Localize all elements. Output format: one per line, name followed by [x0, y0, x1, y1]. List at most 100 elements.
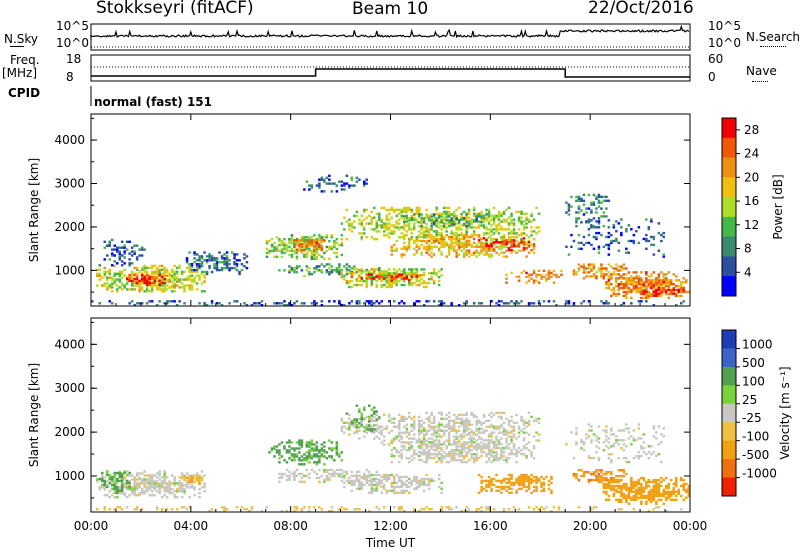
velocity-ytick-label-1: 2000 — [54, 425, 85, 439]
nave-tick-bottom: 0 — [708, 70, 716, 84]
velocity-echo-region-10 — [572, 469, 628, 486]
velocity-echo-region-11 — [602, 476, 690, 505]
power-echo-region-9 — [350, 273, 418, 282]
velocity-colorbar-label-0: 1000 — [742, 337, 773, 351]
freq-tick-top: 18 — [66, 52, 82, 66]
velocity-colorbar-label-6: -500 — [742, 448, 769, 462]
nsky-trace — [90, 24, 690, 40]
station-title: Stokkseyri (fitACF) — [96, 0, 254, 18]
power-ytick-label-1: 2000 — [54, 220, 85, 234]
date-label: 22/Oct/2016 — [588, 0, 694, 18]
velocity-echo-region-7 — [340, 411, 541, 446]
velocity-colorbar-segment-2 — [722, 366, 736, 386]
power-echo-region-20 — [565, 218, 665, 258]
power-colorbar-segment-2 — [722, 157, 736, 178]
xtick-label-3: 12:00 — [373, 519, 408, 533]
power-echo-region-14 — [303, 174, 368, 193]
velocity-colorbar-segment-7 — [722, 459, 736, 479]
power-colorbar-segment-3 — [722, 177, 736, 198]
power-colorbar-segment-8 — [722, 276, 736, 297]
velocity-echo-region-4 — [268, 439, 344, 466]
velocity-ytick-label-0: 1000 — [54, 469, 85, 483]
power-echo-region-4 — [98, 238, 146, 267]
velocity-colorbar-label-2: 100 — [742, 374, 765, 388]
velocity-colorbar-segment-3 — [722, 385, 736, 405]
velocity-colorbar-segment-0 — [722, 330, 736, 349]
nsearch-label: N.Search — [746, 30, 800, 44]
power-echo-region-6 — [293, 239, 326, 252]
power-colorbar-segment-4 — [722, 197, 736, 218]
nsky-label: N.Sky — [4, 32, 39, 46]
velocity-colorbar-label-5: -100 — [742, 430, 769, 444]
xtick-label-4: 16:00 — [473, 519, 508, 533]
power-colorbar-frame — [721, 117, 737, 297]
power-colorbar-segment-0 — [722, 118, 736, 139]
xtick-label-1: 04:00 — [174, 519, 209, 533]
power-echo-region-1 — [96, 264, 206, 293]
velocity-echo-region-9 — [477, 473, 553, 494]
power-colorbar-title: Power [dB] — [771, 174, 785, 239]
velocity-colorbar-title: Velocity [m s⁻¹] — [778, 366, 792, 459]
power-ytick-label-3: 4000 — [54, 133, 85, 147]
power-ytick-label-0: 1000 — [54, 263, 85, 277]
power-colorbar-segment-1 — [722, 137, 736, 159]
power-colorbar-segment-5 — [722, 216, 736, 238]
freq-label: Freq. — [10, 53, 40, 67]
power-colorbar-segment-6 — [722, 236, 736, 257]
velocity-echo-region-13 — [565, 423, 665, 464]
velocity-ytick-label-3: 4000 — [54, 337, 85, 351]
nave-label: Nave — [746, 64, 777, 78]
cpid-value: normal (fast) 151 — [94, 95, 212, 109]
beam-label: Beam 10 — [352, 0, 429, 19]
power-echo-region-3 — [185, 251, 249, 276]
velocity-colorbar-segment-1 — [722, 348, 736, 368]
xtick-label-6: 00:00 — [673, 519, 708, 533]
power-echo-region-12 — [477, 237, 536, 252]
power-echo-region-13 — [403, 213, 488, 228]
nave-line-key — [752, 81, 768, 82]
power-echo-region-2 — [125, 273, 166, 286]
velocity-colorbar-frame — [721, 329, 737, 497]
power-ytick-label-2: 3000 — [54, 177, 85, 191]
velocity-echo-region-8 — [390, 439, 536, 464]
power-y-axis-label: Slant Range [km] — [27, 158, 41, 262]
velocity-colorbar-label-7: -1000 — [742, 467, 777, 481]
nave-tick-top: 60 — [708, 52, 724, 66]
velocity-colorbar-segment-6 — [722, 440, 736, 460]
power-colorbar-label-5: 24 — [744, 147, 759, 161]
velocity-echo-region-3 — [180, 474, 204, 486]
nsky-line-key — [10, 46, 24, 47]
velocity-echo-region-6 — [340, 473, 443, 494]
xtick-label-0: 00:00 — [74, 519, 109, 533]
power-echo-region-17 — [572, 263, 628, 280]
power-echo-region-19 — [640, 286, 685, 297]
velocity-colorbar-segment-8 — [722, 477, 736, 497]
velocity-y-axis-label: Slant Range [km] — [27, 363, 41, 467]
power-colorbar-label-4: 20 — [744, 170, 759, 184]
power-colorbar-label-2: 12 — [744, 218, 759, 232]
velocity-colorbar-segment-4 — [722, 403, 736, 423]
power-colorbar-label-0: 4 — [744, 265, 752, 279]
frequency-trace — [91, 68, 690, 78]
nsky-tick-bottom: 10^0 — [56, 36, 89, 50]
power-echo-region-10 — [340, 206, 541, 241]
freq-tick-bottom: 8 — [66, 70, 74, 84]
power-echo-region-7 — [278, 263, 381, 278]
nsearch-tick-top: 10^5 — [708, 19, 741, 33]
freq-unit: [MHz] — [2, 66, 38, 80]
velocity-colorbar-label-1: 500 — [742, 356, 765, 370]
velocity-echo-region-12 — [345, 404, 381, 433]
nsearch-tick-bottom: 10^0 — [708, 36, 741, 50]
power-echo-region-0 — [91, 300, 685, 307]
cpid-label: CPID — [8, 86, 41, 100]
xtick-label-2: 08:00 — [273, 519, 308, 533]
power-colorbar-label-3: 16 — [744, 194, 759, 208]
velocity-ytick-label-2: 3000 — [54, 381, 85, 395]
power-colorbar-label-1: 8 — [744, 242, 752, 256]
power-colorbar-segment-7 — [722, 256, 736, 277]
velocity-colorbar-label-3: 25 — [742, 393, 757, 407]
velocity-colorbar-segment-5 — [722, 422, 736, 442]
velocity-echo-region-2 — [98, 469, 131, 494]
power-colorbar-label-6: 28 — [744, 123, 759, 137]
